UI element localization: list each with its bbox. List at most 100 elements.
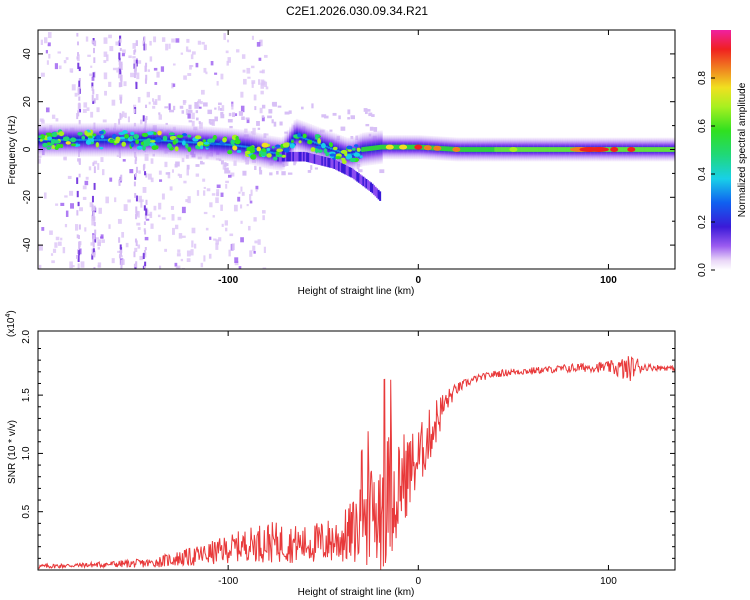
- spectrogram-noise-cell: [252, 245, 256, 251]
- spectrogram-noise-cell: [177, 249, 181, 253]
- spectrogram-ridge-cell: [519, 147, 522, 152]
- spectrogram-streak-cell: [76, 56, 79, 60]
- colorbar-tick-label: 0.8: [697, 71, 708, 85]
- spectrogram-ridge-cell: [462, 147, 465, 152]
- spectrogram-noise-cell: [62, 247, 66, 254]
- spectrogram-ridge-cell: [539, 147, 543, 152]
- spectrogram-ridge-cell: [667, 147, 670, 152]
- spectrogram-ridge-cell: [650, 147, 653, 152]
- spectrogram-peak-cell: [290, 140, 294, 143]
- spectrogram-noise-cell: [157, 214, 161, 218]
- spectrogram-band-cell: [38, 123, 41, 157]
- spectrogram-noise-cell: [199, 160, 203, 165]
- spectrogram-ridge-cell: [534, 147, 537, 152]
- spectrogram-branch-cell: [330, 158, 333, 169]
- spectrogram-streak-cell: [142, 115, 145, 122]
- spectrogram-noise-cell: [284, 131, 288, 134]
- spectrogram-branch-cell: [374, 186, 377, 197]
- spectrogram-noise-cell: [373, 127, 378, 132]
- spectrogram-ridge-cell: [524, 147, 527, 152]
- spectrogram-streak-cell: [144, 171, 147, 176]
- spectrogram-noise-cell: [183, 180, 187, 184]
- spectrogram-streak-cell: [144, 261, 147, 267]
- spectrogram-noise-cell: [193, 243, 197, 249]
- spectrogram-noise-cell: [246, 67, 251, 74]
- spectrogram-branch-cell: [301, 151, 304, 162]
- spectrogram-noise-cell: [147, 173, 152, 180]
- spectrogram-streak-cell: [77, 62, 80, 70]
- spectrogram-noise-cell: [191, 51, 196, 55]
- spectrogram-branch-cell: [344, 164, 347, 175]
- spectrogram-noise-cell: [237, 196, 241, 202]
- spectrogram-ridge-cell: [469, 147, 472, 152]
- page-title: C2E1.2026.030.09.34.R21: [286, 4, 428, 18]
- spectrogram-noise-cell: [249, 250, 253, 257]
- spectrogram-noise-cell: [190, 249, 194, 256]
- spectrogram-noise-cell: [87, 54, 91, 57]
- spectrogram-noise-cell: [307, 170, 312, 173]
- spectrogram-noise-cell: [41, 227, 45, 231]
- spectrogram-branch-cell: [328, 158, 331, 168]
- spectrogram-streak-cell: [78, 250, 81, 256]
- spectrogram-band-cell: [234, 128, 237, 163]
- spectrogram-streak-cell: [76, 32, 79, 37]
- spectrogram-noise-cell: [90, 65, 93, 68]
- spectrogram-noise-cell: [201, 89, 205, 95]
- spectrogram-ridge-cell: [448, 146, 451, 152]
- spectrogram-streak-cell: [134, 192, 137, 198]
- spectrogram-ridge-cell: [408, 144, 411, 150]
- spectrogram-noise-cell: [161, 37, 166, 42]
- spectrogram-streak-cell: [144, 78, 147, 84]
- spectrogram-noise-cell: [218, 102, 222, 106]
- spectrogram-peak-cell: [260, 151, 267, 156]
- spectrogram-noise-cell: [170, 205, 175, 210]
- spectrogram-peak-cell: [162, 135, 168, 141]
- spectrogram-ridge-cell: [640, 147, 643, 152]
- spectrogram-peak-cell: [627, 147, 636, 152]
- spectrogram-branch-cell: [304, 151, 307, 162]
- spectrogram-noise-cell: [194, 102, 198, 107]
- spectrogram-noise-cell: [70, 203, 74, 209]
- spectrogram-noise-cell: [250, 189, 253, 196]
- spectrogram-ridge-cell: [532, 147, 535, 152]
- spectrogram-noise-cell: [195, 164, 200, 167]
- colorbar-tick-label: 0.4: [697, 167, 708, 181]
- spectrogram-ridge-cell: [555, 147, 558, 152]
- spectrogram-noise-cell: [118, 71, 122, 79]
- spectrogram-noise-cell: [164, 161, 168, 168]
- spectrogram-streak-cell: [93, 98, 96, 104]
- spectrogram-branch-cell: [362, 176, 365, 187]
- spectrogram-ridge-cell: [517, 147, 520, 152]
- spectrogram-noise-cell: [136, 222, 141, 226]
- spectrogram-noise-cell: [159, 179, 163, 182]
- spectrogram-band-cell: [142, 123, 146, 157]
- spectrogram-band-cell: [97, 123, 100, 157]
- spectrogram-branch-cell: [350, 167, 353, 178]
- colorbar-tick-label: 0.0: [697, 263, 708, 277]
- spectrogram-noise-cell: [60, 237, 63, 241]
- spectrogram-ridge-cell: [382, 144, 385, 150]
- spectrogram-noise-cell: [90, 242, 95, 246]
- spectrogram-peak-cell: [315, 147, 319, 154]
- spectrogram-noise-cell: [199, 122, 203, 129]
- spectrogram-noise-cell: [148, 101, 151, 105]
- spectrogram-streak-cell: [91, 204, 94, 212]
- spectrogram-noise-cell: [310, 165, 313, 170]
- spectrogram-noise-cell: [132, 43, 136, 49]
- spectrogram-ridge-cell: [549, 147, 552, 152]
- spectrogram-noise-cell: [103, 72, 108, 80]
- spectrogram-streak-cell: [134, 263, 137, 269]
- spectrogram-branch-cell: [298, 151, 301, 162]
- spectrogram-noise-cell: [324, 115, 329, 119]
- spectrogram-noise-cell: [214, 107, 217, 110]
- spectrogram-noise-cell: [140, 199, 144, 202]
- spectrogram-noise-cell: [288, 110, 292, 114]
- spectrogram-ridge-cell: [528, 147, 531, 152]
- spectrogram-streak-cell: [144, 120, 147, 126]
- colorbar-ticks: 0.0 0.2 0.4 0.6 0.8: [697, 71, 715, 277]
- spectrogram-band-cell: [140, 123, 144, 157]
- spectrogram-ridge-cell: [551, 147, 554, 152]
- spectrogram-noise-cell: [159, 265, 162, 269]
- spectrogram-streak-cell: [119, 244, 122, 249]
- spectrogram-streak-cell: [118, 237, 121, 243]
